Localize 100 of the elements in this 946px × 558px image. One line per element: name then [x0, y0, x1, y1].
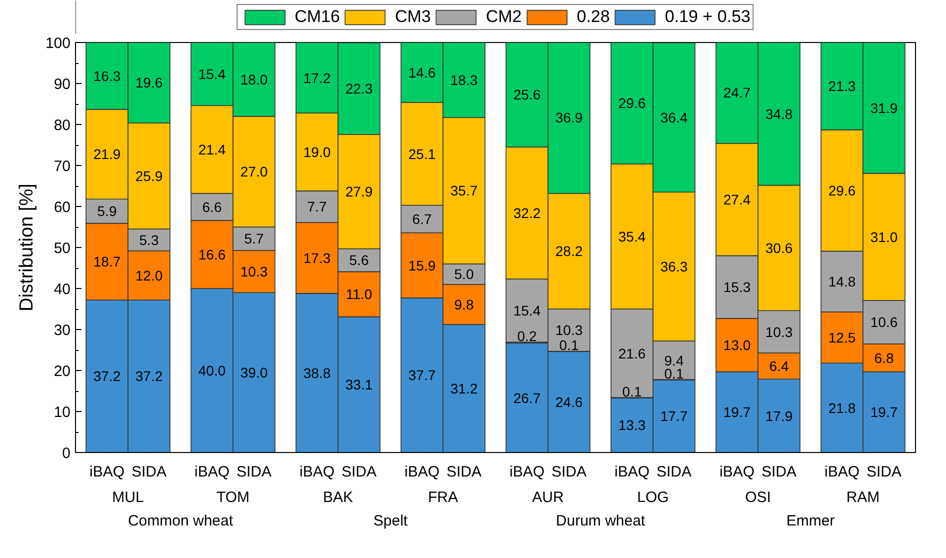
legend-label: CM16 [294, 7, 340, 27]
y-tick-label: 10 [54, 404, 71, 421]
data-label: 19.7 [723, 404, 751, 420]
y-tick-label: 80 [54, 117, 71, 134]
data-label: 5.6 [349, 252, 369, 268]
data-label: 37.2 [93, 368, 121, 384]
y-tick-label: 20 [54, 363, 71, 380]
x-tick-label: iBAQ [614, 464, 650, 480]
data-label: 6.4 [769, 358, 789, 374]
data-label: 29.6 [618, 95, 646, 112]
data-label: 32.2 [513, 205, 541, 222]
data-label: 17.2 [303, 70, 331, 86]
data-label: 18.7 [93, 254, 121, 270]
data-label: 25.6 [513, 86, 541, 103]
x-tick-label: SIDA [236, 464, 272, 480]
data-label: 7.7 [307, 198, 327, 215]
x-tick-label: iBAQ [824, 464, 860, 480]
data-label: 36.3 [660, 258, 688, 275]
data-label: 25.9 [135, 168, 163, 184]
x-tick-label: SIDA [761, 464, 797, 480]
data-label: 21.3 [828, 78, 856, 94]
data-label: 0.1 [622, 384, 642, 400]
data-label: 16.6 [198, 246, 226, 262]
data-label: 40.0 [198, 362, 226, 378]
data-label: 25.1 [408, 146, 436, 162]
x-tick-label: SIDA [131, 464, 167, 480]
text: LOG [637, 489, 669, 506]
data-label: 19.6 [135, 74, 163, 91]
y-tick-label: 50 [54, 240, 71, 257]
data-label: 19.7 [870, 404, 898, 420]
data-label: 5.7 [244, 230, 264, 247]
data-label: 24.7 [723, 84, 751, 101]
data-label: 12.5 [828, 329, 856, 346]
data-label: 35.7 [450, 182, 478, 199]
data-label: 6.7 [412, 211, 432, 228]
data-label: 5.3 [139, 232, 159, 248]
x-tick-label: iBAQ [404, 464, 440, 480]
y-tick-label: 60 [54, 199, 71, 216]
x-tick-label: SIDA [866, 464, 902, 480]
y-tick-label: 100 [45, 35, 71, 52]
x-tick-label: SIDA [656, 464, 692, 480]
x-tick-label: iBAQ [194, 464, 230, 480]
x-tick-label: iBAQ [89, 464, 125, 480]
y-axis-title: Distribution [%] [16, 184, 38, 312]
data-label: 10.3 [555, 322, 583, 338]
text: OSI [745, 489, 771, 506]
data-label: 5.9 [97, 203, 117, 220]
data-label: 33.1 [345, 376, 373, 393]
data-label: 15.3 [723, 279, 751, 296]
data-label: 21.6 [618, 345, 646, 362]
data-label: 27.0 [240, 164, 268, 180]
data-label: 35.4 [618, 228, 646, 244]
data-label: 9.8 [454, 296, 474, 312]
legend-label: 0.19 + 0.53 [664, 7, 750, 27]
data-label: 14.8 [828, 274, 856, 290]
y-tick-label: 40 [54, 281, 71, 298]
data-label: 18.3 [450, 72, 478, 88]
data-label: 0.2 [517, 328, 537, 344]
text: Common wheat [128, 512, 234, 530]
text: AUR [532, 489, 564, 506]
data-label: 24.6 [555, 394, 583, 410]
data-label: 14.6 [408, 64, 436, 80]
data-label: 22.3 [345, 80, 373, 97]
y-tick-label: 90 [54, 76, 71, 93]
data-label: 26.7 [513, 390, 541, 406]
legend-label: 0.28 [576, 7, 610, 27]
data-label: 18.0 [240, 71, 268, 88]
data-label: 21.9 [93, 146, 121, 162]
y-tick-label: 30 [54, 322, 71, 339]
data-label: 17.9 [765, 408, 793, 424]
data-label: 9.4 [664, 352, 684, 368]
data-label: 15.4 [513, 302, 541, 319]
data-label: 27.9 [345, 184, 373, 200]
data-label: 30.6 [765, 240, 793, 256]
data-label: 36.4 [660, 110, 688, 126]
data-label: 0.1 [664, 366, 684, 382]
data-label: 39.0 [240, 364, 268, 381]
text: MUL [112, 489, 144, 506]
data-label: 38.8 [303, 364, 331, 381]
x-tick-label: SIDA [341, 464, 377, 480]
data-label: 37.2 [135, 368, 163, 384]
legend-label: CM2 [486, 7, 522, 27]
data-label: 13.3 [618, 417, 646, 434]
text: Durum wheat [556, 512, 646, 530]
text: BAK [322, 489, 354, 506]
data-label: 34.8 [765, 106, 793, 122]
data-label: 5.0 [454, 266, 474, 282]
data-label: 31.9 [870, 100, 898, 116]
legend-label: CM3 [394, 7, 431, 27]
data-label: 31.0 [870, 228, 898, 245]
data-label: 19.0 [303, 144, 331, 160]
data-label: 21.8 [828, 400, 856, 416]
x-tick-label: SIDA [551, 464, 587, 480]
x-tick-label: iBAQ [719, 464, 755, 480]
data-label: 37.7 [408, 367, 436, 384]
y-tick-label: 0 [62, 445, 70, 462]
text: RAM [846, 489, 880, 506]
data-label: 6.6 [202, 198, 222, 215]
data-label: 13.0 [723, 337, 751, 354]
data-label: 10.3 [765, 324, 793, 340]
